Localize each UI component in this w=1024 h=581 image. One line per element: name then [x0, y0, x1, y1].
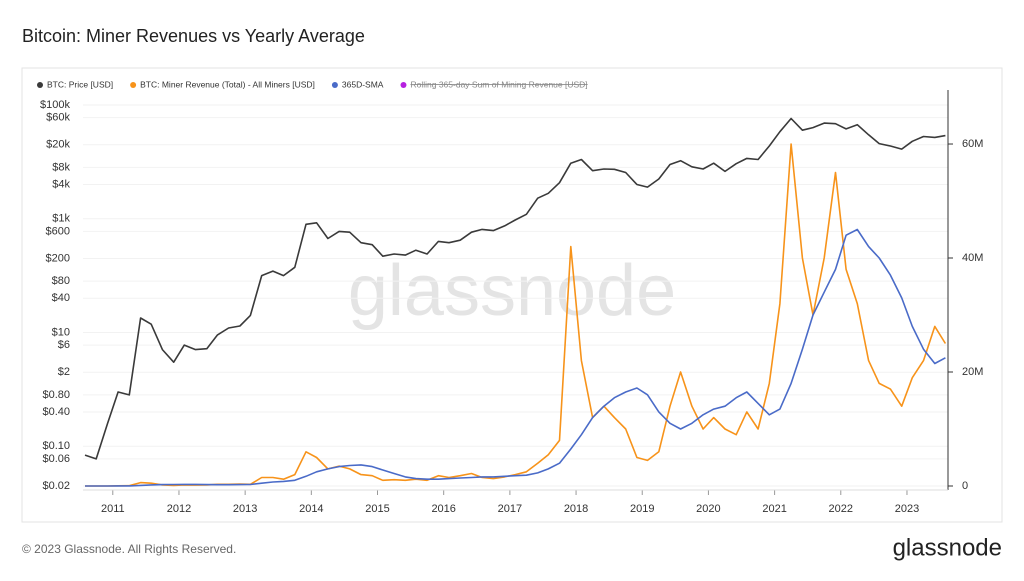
y-tick-label: $0.02	[42, 480, 70, 492]
y-tick-label: $6	[58, 339, 70, 351]
x-tick-label: 2020	[696, 503, 720, 515]
y-tick-label: $0.80	[42, 389, 70, 401]
y-tick-label: $80	[52, 275, 70, 287]
watermark: glassnode	[348, 251, 676, 331]
y-tick-label: $20k	[46, 139, 70, 151]
y2-tick-label: 60M	[962, 138, 983, 150]
legend-marker	[37, 82, 43, 88]
y-tick-label: $0.40	[42, 406, 70, 418]
legend-label[interactable]: BTC: Price [USD]	[47, 79, 113, 89]
y-tick-label: $60k	[46, 112, 70, 124]
x-tick-label: 2012	[167, 503, 191, 515]
x-tick-label: 2014	[299, 503, 323, 515]
x-tick-label: 2021	[762, 503, 786, 515]
x-tick-label: 2018	[564, 503, 588, 515]
x-tick-label: 2022	[829, 503, 853, 515]
y-tick-label: $0.10	[42, 440, 70, 452]
x-tick-label: 2011	[101, 503, 125, 515]
x-tick-label: 2016	[431, 503, 455, 515]
legend-label[interactable]: 365D-SMA	[342, 79, 384, 89]
x-tick-label: 2023	[895, 503, 919, 515]
y2-tick-label: 40M	[962, 252, 983, 264]
y-tick-label: $4k	[52, 178, 70, 190]
y-tick-label: $40	[52, 292, 70, 304]
y-tick-label: $600	[46, 225, 70, 237]
legend-label[interactable]: Rolling 365-day Sum of Mining Revenue [U…	[410, 79, 587, 89]
copyright: © 2023 Glassnode. All Rights Reserved.	[22, 542, 236, 556]
legend-label[interactable]: BTC: Miner Revenue (Total) - All Miners …	[140, 79, 315, 89]
y2-tick-label: 0	[962, 480, 968, 492]
y-tick-label: $100k	[40, 99, 70, 111]
y-tick-label: $8k	[52, 161, 70, 173]
x-tick-label: 2015	[365, 503, 389, 515]
y-tick-label: $0.06	[42, 453, 70, 465]
x-tick-label: 2013	[233, 503, 257, 515]
series-line	[85, 228, 946, 487]
chart-title: Bitcoin: Miner Revenues vs Yearly Averag…	[22, 26, 365, 46]
brand-logo: glassnode	[893, 534, 1002, 561]
x-tick-label: 2019	[630, 503, 654, 515]
legend-marker	[400, 82, 407, 88]
y2-tick-label: 20M	[962, 366, 983, 378]
series-line	[84, 117, 946, 460]
y-tick-label: $2	[58, 366, 70, 378]
y-tick-label: $200	[46, 252, 70, 264]
x-tick-label: 2017	[498, 503, 522, 515]
y-tick-label: $10	[52, 326, 70, 338]
y-tick-label: $1k	[52, 213, 70, 225]
legend-marker	[331, 82, 338, 88]
legend-marker	[130, 82, 137, 88]
